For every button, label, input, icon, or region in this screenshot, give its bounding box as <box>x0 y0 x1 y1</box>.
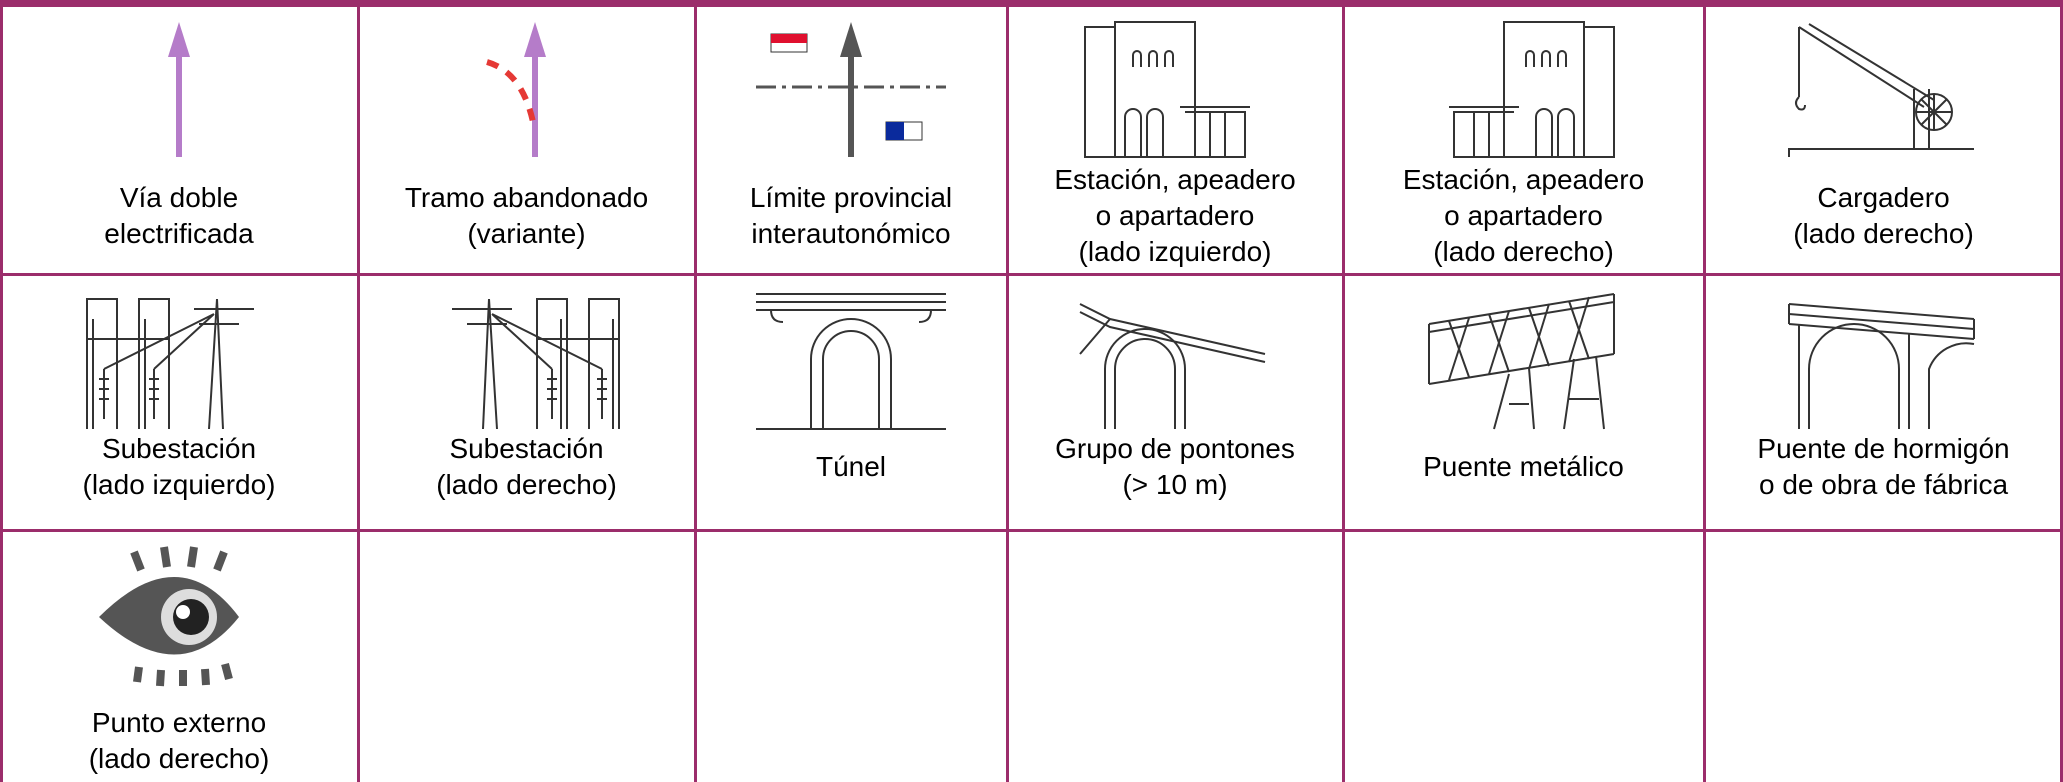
icon <box>1427 293 1615 430</box>
cell: Límite provincial interautonómico <box>695 0 1007 274</box>
label-line: Estación, apeadero <box>1054 164 1296 195</box>
cell: Puente metálico <box>1343 274 1704 530</box>
cell-label: Vía doble electrificada <box>0 160 358 272</box>
label-line: (lado derecho) <box>1433 236 1614 267</box>
cell: Tramo abandonado (variante) <box>358 0 695 274</box>
label-line: Puente de hormigón <box>1757 433 2010 464</box>
icon <box>1787 23 1974 157</box>
icon <box>99 546 239 687</box>
cell-label: Estación, apeadero o apartadero (lado dere… <box>1343 160 1704 272</box>
border <box>0 273 2063 276</box>
label-line: (variante) <box>467 218 586 249</box>
label-line: Límite provincial <box>749 182 953 213</box>
cell: Túnel <box>695 274 1007 530</box>
label-line: Punto externo <box>91 707 267 738</box>
icon <box>1787 303 1975 429</box>
icon <box>86 298 254 430</box>
cell-label: Estación, apeadero o apartadero (lado izqu… <box>1007 160 1343 272</box>
border <box>357 0 360 782</box>
label-line: electrificada <box>104 218 254 249</box>
label-line: Tramo abandonado <box>404 182 649 213</box>
label-line: o de obra de fábrica <box>1758 469 2009 500</box>
label-line: o apartadero <box>1444 200 1603 231</box>
border <box>0 0 2063 7</box>
cell: Estación, apeadero o apartadero (lado dere… <box>1343 0 1704 274</box>
cell-label: Túnel <box>695 404 1007 530</box>
cell: Punto externo (lado derecho) <box>0 530 358 782</box>
cell: Puente de hormigón o de obra de fábrica <box>1704 274 2063 530</box>
label-line: Túnel <box>815 451 887 482</box>
border <box>0 529 2063 532</box>
cell-label: Punto externo (lado derecho) <box>0 700 358 782</box>
icon <box>1084 21 1250 158</box>
cell-label: Tramo abandonado (variante) <box>358 160 695 272</box>
border <box>1006 0 1009 782</box>
cell: Grupo de pontones (> 10 m) <box>1007 274 1343 530</box>
cell-label: Subestación (lado izquierdo) <box>0 404 358 530</box>
label-line: (> 10 m) <box>1122 469 1228 500</box>
icon <box>485 22 546 157</box>
label-line: Grupo de pontones <box>1055 433 1295 464</box>
border <box>2060 0 2063 782</box>
cell: Vía doble electrificada <box>0 0 358 274</box>
label-line: interautonómico <box>751 218 951 249</box>
border <box>0 0 3 782</box>
label-line: Subestación <box>449 433 604 464</box>
label-line: (lado izquierdo) <box>82 469 276 500</box>
label-line: Puente metálico <box>1423 451 1624 482</box>
label-line: Subestación <box>101 433 257 464</box>
icon <box>1079 303 1266 429</box>
cell-label: Cargadero (lado derecho) <box>1704 160 2063 272</box>
icon <box>756 293 946 430</box>
icon <box>451 298 620 430</box>
border <box>1703 0 1706 782</box>
label-line: (lado izquierdo) <box>1078 236 1272 267</box>
icon <box>756 22 946 157</box>
label-line: Vía doble <box>119 182 239 213</box>
cell: Subestación (lado derecho) <box>358 274 695 530</box>
cell-label: Límite provincial interautonómico <box>695 160 1007 272</box>
cell: Cargadero (lado derecho) <box>1704 0 2063 274</box>
cell-label: Puente metálico <box>1343 404 1704 530</box>
label-line: Estación, apeadero <box>1402 164 1645 195</box>
cell: Subestación (lado izquierdo) <box>0 274 358 530</box>
border <box>1342 0 1345 782</box>
cell-label: Puente de hormigón o de obra de fábrica <box>1704 404 2063 530</box>
icon <box>1448 21 1615 158</box>
label-line: o apartadero <box>1095 200 1255 231</box>
label-line: Cargadero <box>1817 182 1950 213</box>
cell-label: Subestación (lado derecho) <box>358 404 695 530</box>
label-line: (lado derecho) <box>1793 218 1974 249</box>
label-line: (lado derecho) <box>436 469 617 500</box>
icon <box>168 22 190 157</box>
label-line: (lado derecho) <box>88 743 270 774</box>
border <box>694 0 697 782</box>
cell-label: Grupo de pontones (> 10 m) <box>1007 404 1343 530</box>
cell: Estación, apeadero o apartadero (lado izqu… <box>1007 0 1343 274</box>
